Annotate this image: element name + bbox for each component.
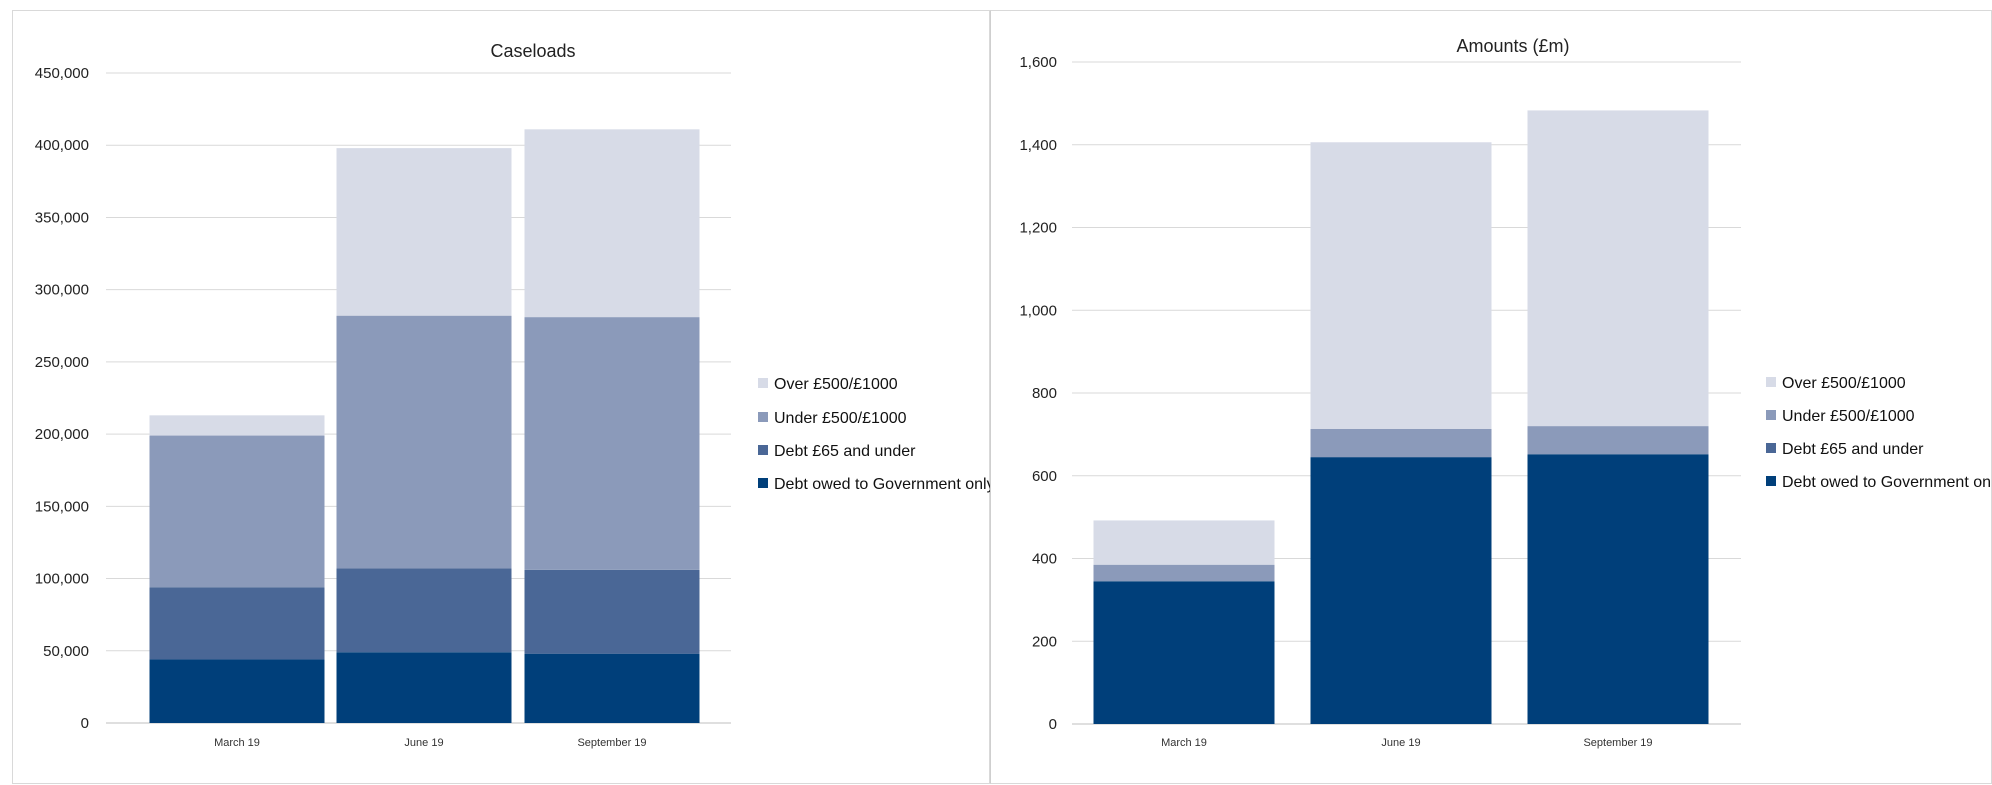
x-tick-label: September 19: [577, 737, 646, 749]
bar-segment: [336, 568, 512, 653]
bar-segment: [1310, 457, 1492, 724]
x-tick-label: March 19: [214, 737, 260, 749]
legend-label: Debt £65 and under: [1782, 441, 1924, 458]
y-tick-label: 600: [1032, 468, 1057, 485]
y-tick-label: 1,600: [1019, 54, 1057, 71]
bar-segment: [336, 652, 512, 723]
legend-label: Over £500/£1000: [774, 376, 898, 393]
chart-title: Caseloads: [490, 41, 575, 61]
bar-segment: [524, 653, 700, 723]
legend-label: Debt £65 and under: [774, 443, 916, 460]
amounts-chart-panel: Amounts (£m) 0 200 400 600 800 1,000 1,200 1,40…: [990, 10, 1992, 784]
bar-segment: [149, 659, 325, 723]
y-tick-label: 100,000: [35, 571, 89, 588]
y-tick-label: 450,000: [35, 65, 89, 82]
legend-label: Under £500/£1000: [774, 410, 907, 427]
bar-segment: [149, 435, 325, 588]
y-tick-label: 0: [81, 715, 89, 732]
legend-label: Over £500/£1000: [1782, 375, 1906, 392]
bar-segment: [1527, 110, 1709, 427]
y-tick-label: 200,000: [35, 426, 89, 443]
bar-segment: [336, 315, 512, 569]
legend-swatch: [758, 412, 768, 422]
legend-label: Debt owed to Government only: [774, 476, 995, 493]
y-tick-label: 250,000: [35, 354, 89, 371]
y-tick-label: 400: [1032, 551, 1057, 568]
bar-segment: [1093, 520, 1275, 565]
bar-segment: [1310, 428, 1492, 458]
y-tick-label: 50,000: [43, 643, 89, 660]
bar-segment: [1527, 426, 1709, 455]
legend-swatch: [758, 445, 768, 455]
bar-segment: [1093, 564, 1275, 582]
y-tick-label: 400,000: [35, 137, 89, 154]
y-tick-label: 1,400: [1019, 137, 1057, 154]
x-tick-label: June 19: [404, 737, 443, 749]
x-tick-label: March 19: [1161, 737, 1207, 749]
legend-swatch: [1766, 410, 1776, 420]
y-tick-label: 300,000: [35, 282, 89, 299]
caseloads-chart: Caseloads 0 50,000 100,000 150,000 200,000 25…: [35, 41, 995, 749]
bar-segment: [1310, 142, 1492, 429]
legend-swatch: [1766, 443, 1776, 453]
bar-segment: [524, 317, 700, 570]
legend-swatch: [1766, 476, 1776, 486]
bar-segment: [149, 415, 325, 436]
bar-segment: [149, 587, 325, 660]
bar-segment: [1527, 454, 1709, 724]
y-tick-label: 0: [1049, 716, 1057, 733]
bar-segment: [524, 129, 700, 318]
y-tick-label: 800: [1032, 385, 1057, 402]
y-tick-label: 350,000: [35, 209, 89, 226]
bar-segment: [524, 569, 700, 654]
caseloads-chart-panel: Caseloads 0 50,000 100,000 150,000 200,000 25…: [12, 10, 995, 784]
legend-swatch: [758, 478, 768, 488]
bar-segment: [1093, 581, 1275, 724]
legend-swatch: [758, 378, 768, 388]
y-tick-label: 1,200: [1019, 220, 1057, 237]
y-tick-label: 150,000: [35, 498, 89, 515]
x-tick-label: September 19: [1583, 737, 1652, 749]
amounts-chart: Amounts (£m) 0 200 400 600 800 1,000 1,200 1,40…: [1019, 36, 1992, 749]
y-tick-label: 200: [1032, 633, 1057, 650]
bar-segment: [336, 148, 512, 316]
x-tick-label: June 19: [1381, 737, 1420, 749]
chart-title: Amounts (£m): [1456, 36, 1569, 56]
y-tick-label: 1,000: [1019, 302, 1057, 319]
legend-swatch: [1766, 377, 1776, 387]
legend-label: Debt owed to Government only: [1782, 474, 1992, 491]
legend-label: Under £500/£1000: [1782, 408, 1915, 425]
